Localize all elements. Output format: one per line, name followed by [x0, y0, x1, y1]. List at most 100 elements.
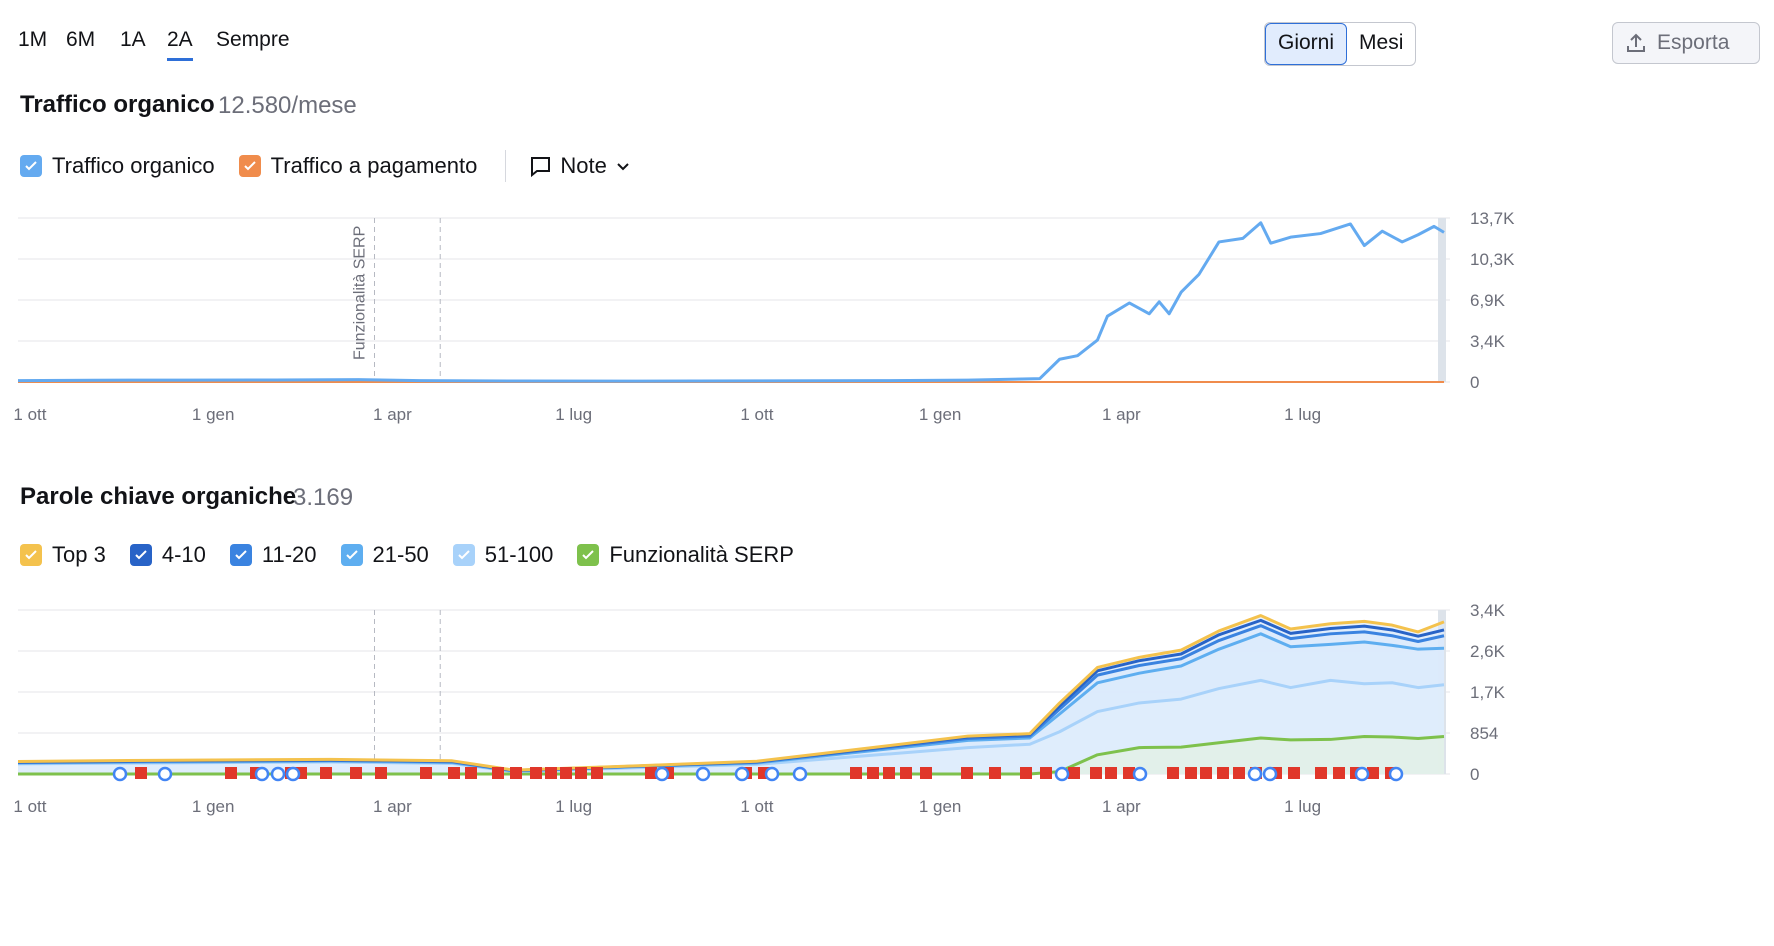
google-update-icon	[254, 766, 270, 782]
tab-1a[interactable]: 1A	[120, 28, 146, 51]
legend-organic-label: Traffico organico	[52, 153, 215, 178]
traffic-legend: Traffico organico Traffico a pagamento N…	[20, 150, 631, 182]
x-tick-label: 1 ott	[740, 405, 773, 424]
update-flag-icon	[1167, 767, 1179, 779]
legend-4-10-label: 4-10	[161, 542, 206, 567]
legend-21-50-label: 21-50	[372, 542, 429, 567]
keywords-legend: Top 3 4-10 11-20 21-50 51-100 Funzionali…	[20, 542, 818, 568]
legend-top3-label: Top 3	[52, 542, 106, 567]
checkbox-icon	[129, 544, 152, 566]
update-flag-icon	[448, 767, 460, 779]
months-button[interactable]: Mesi	[1359, 31, 1404, 54]
x-tick-label: 1 gen	[919, 405, 962, 424]
comment-icon	[531, 157, 551, 178]
tab-1m[interactable]: 1M	[18, 28, 48, 51]
y-tick-label: 0	[1470, 373, 1479, 392]
legend-paid[interactable]: Traffico a pagamento	[238, 153, 478, 179]
x-tick-label: 1 ott	[13, 405, 46, 424]
granularity-toggle: Giorni Mesi	[1264, 22, 1417, 66]
google-update-icon	[792, 766, 808, 782]
update-flag-icon	[1020, 767, 1032, 779]
x-tick-label: 1 apr	[1102, 797, 1141, 816]
legend-serp-label: Funzionalità SERP	[609, 542, 794, 567]
update-flag-icon	[850, 767, 862, 779]
legend-21-50[interactable]: 21-50	[340, 542, 429, 568]
days-button[interactable]: Giorni	[1265, 23, 1348, 65]
x-tick-label: 1 lug	[555, 405, 592, 424]
update-flag-icon	[560, 767, 572, 779]
y-tick-label: 854	[1470, 724, 1498, 743]
update-flag-icon	[545, 767, 557, 779]
update-flag-icon	[465, 767, 477, 779]
update-flag-icon	[1090, 767, 1102, 779]
x-tick-label: 1 apr	[373, 797, 412, 816]
tab-6m[interactable]: 6M	[66, 28, 96, 51]
update-flag-icon	[591, 767, 603, 779]
notes-dropdown[interactable]: Note	[528, 153, 630, 179]
checkbox-icon	[452, 544, 475, 566]
legend-paid-label: Traffico a pagamento	[270, 153, 478, 178]
update-flag-icon	[375, 767, 387, 779]
update-flag-icon	[900, 767, 912, 779]
update-flag-icon	[530, 767, 542, 779]
series-area	[18, 736, 1444, 774]
notes-label: Note	[560, 153, 607, 178]
series-area	[18, 680, 1444, 774]
y-tick-label: 6,9K	[1470, 291, 1506, 310]
checkbox-icon	[20, 155, 42, 177]
y-tick-label: 0	[1470, 765, 1479, 784]
google-update-icon	[1262, 766, 1278, 782]
google-update-icon	[1388, 766, 1404, 782]
update-flag-icon	[883, 767, 895, 779]
update-flag-icon	[420, 767, 432, 779]
update-flag-icon	[920, 767, 932, 779]
google-update-icon	[270, 766, 286, 782]
y-tick-label: 1,7K	[1470, 683, 1506, 702]
annotation-label: Funzionalità SERP	[352, 226, 369, 360]
update-flag-icon	[1105, 767, 1117, 779]
x-tick-label: 1 lug	[1284, 405, 1321, 424]
update-flag-icon	[1185, 767, 1197, 779]
google-update-icon	[734, 766, 750, 782]
google-update-icon	[654, 766, 670, 782]
legend-4-10[interactable]: 4-10	[129, 542, 206, 568]
google-update-icon	[157, 766, 173, 782]
series-organic-line	[17, 221, 1445, 383]
update-flag-icon	[1040, 767, 1052, 779]
legend-top3[interactable]: Top 3	[20, 542, 106, 568]
keywords-metric: 3.169	[293, 484, 354, 511]
tab-sempre[interactable]: Sempre	[216, 28, 290, 51]
x-tick-label: 1 apr	[373, 405, 412, 424]
traffic-title: Traffico organico	[20, 91, 215, 118]
tab-2a[interactable]: 2A	[167, 26, 193, 61]
x-tick-label: 1 gen	[192, 405, 235, 424]
checkbox-icon	[340, 544, 363, 566]
upload-icon	[1627, 33, 1645, 52]
x-tick-label: 1 apr	[1102, 405, 1141, 424]
y-tick-label: 10,3K	[1470, 250, 1515, 269]
traffic-chart: 0 3,4K 6,9K 10,3K 13,7K 1 ott 1 gen 1 apr 1 lug 1…	[13, 209, 1515, 424]
export-button[interactable]: Esporta	[1612, 22, 1760, 64]
update-flag-icon	[1367, 767, 1379, 779]
chevron-down-icon	[617, 163, 629, 171]
checkbox-icon	[229, 544, 252, 566]
legend-organic[interactable]: Traffico organico	[20, 153, 215, 179]
checkbox-icon	[20, 544, 42, 566]
legend-11-20-label: 11-20	[261, 542, 317, 567]
legend-11-20[interactable]: 11-20	[229, 542, 317, 568]
google-update-icon	[1247, 766, 1263, 782]
google-update-icon	[112, 766, 128, 782]
current-period-shade	[1438, 218, 1446, 382]
update-flag-icon	[1315, 767, 1327, 779]
update-flag-icon	[510, 767, 522, 779]
update-flag-icon	[961, 767, 973, 779]
series-line	[18, 735, 1445, 776]
legend-51-100[interactable]: 51-100	[452, 542, 554, 568]
legend-serp[interactable]: Funzionalità SERP	[577, 542, 794, 568]
legend-51-100-label: 51-100	[484, 542, 554, 567]
legend-divider	[505, 150, 507, 182]
update-flag-icon	[645, 767, 657, 779]
keywords-chart: 0 854 1,7K 2,6K 3,4K 1 ott 1 gen 1 apr 1 lug 1 ot…	[13, 601, 1506, 816]
update-flag-icon	[989, 767, 1001, 779]
keywords-title: Parole chiave organiche	[20, 483, 297, 510]
